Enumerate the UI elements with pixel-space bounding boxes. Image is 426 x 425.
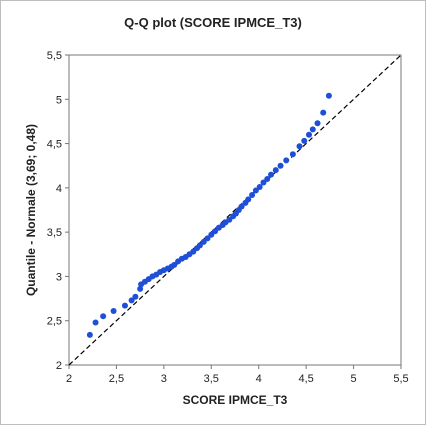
data-point xyxy=(256,183,263,190)
data-point xyxy=(260,179,267,186)
data-point xyxy=(110,307,117,314)
data-point xyxy=(296,143,303,150)
x-tick-label: 3 xyxy=(161,373,167,385)
data-point xyxy=(252,187,259,194)
y-tick-label: 3,5 xyxy=(47,227,62,239)
y-tick-label: 3 xyxy=(56,271,62,283)
data-point xyxy=(208,231,215,238)
x-tick-label: 5 xyxy=(351,373,357,385)
data-point xyxy=(196,242,203,249)
chart-title: Q-Q plot (SCORE IPMCE_T3) xyxy=(124,15,302,30)
data-point xyxy=(268,171,275,178)
data-point xyxy=(272,167,279,174)
y-tick-label: 4 xyxy=(56,183,62,195)
x-tick-label: 4,5 xyxy=(298,373,313,385)
x-axis-ticks: 2 2,5 3 3,5 4 4,5 5 5,5 xyxy=(66,365,409,385)
data-point xyxy=(121,302,128,309)
plot-area-border xyxy=(68,54,402,366)
y-tick-label: 4,5 xyxy=(47,139,62,151)
data-point xyxy=(277,162,284,169)
data-point xyxy=(309,126,316,133)
data-point xyxy=(132,293,139,300)
data-point xyxy=(190,248,197,255)
data-point xyxy=(314,120,321,127)
data-point xyxy=(289,151,296,158)
data-point xyxy=(283,157,290,164)
data-point xyxy=(171,261,178,268)
data-points xyxy=(86,92,332,338)
data-point xyxy=(301,137,308,144)
data-point xyxy=(238,203,245,210)
data-point xyxy=(305,131,312,138)
data-point xyxy=(128,297,135,304)
y-tick-label: 5,5 xyxy=(47,50,62,62)
y-tick-label: 2 xyxy=(56,360,62,372)
y-tick-label: 2,5 xyxy=(47,316,62,328)
data-point xyxy=(100,313,107,320)
y-tick-label: 5 xyxy=(56,94,62,106)
data-point xyxy=(320,109,327,116)
y-axis-label: Quantile - Normale (3,69; 0,48) xyxy=(24,124,38,296)
data-point xyxy=(264,176,271,182)
data-point xyxy=(200,238,207,245)
reference-line xyxy=(68,54,402,366)
x-tick-label: 4 xyxy=(256,373,262,385)
x-tick-label: 3,5 xyxy=(204,373,219,385)
data-point xyxy=(212,228,219,235)
data-point xyxy=(249,191,256,198)
x-tick-label: 5,5 xyxy=(393,373,408,385)
x-axis-label: SCORE IPMCE_T3 xyxy=(183,393,288,407)
data-point xyxy=(245,196,252,203)
x-tick-label: 2,5 xyxy=(109,373,124,385)
data-point xyxy=(86,331,93,338)
data-point xyxy=(204,235,211,242)
data-point xyxy=(325,92,332,99)
y-axis-ticks: 2 2,5 3 3,5 4 4,5 5 5,5 xyxy=(47,50,69,372)
data-point xyxy=(226,216,233,223)
x-tick-label: 2 xyxy=(66,373,72,385)
data-point xyxy=(92,319,99,326)
